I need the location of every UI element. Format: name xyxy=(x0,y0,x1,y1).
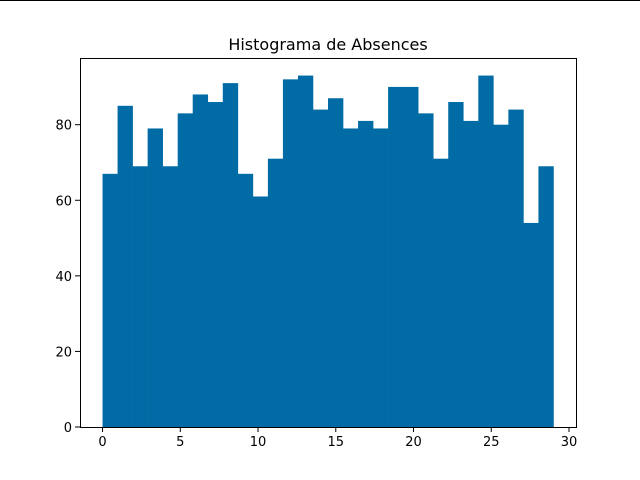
histogram-bar xyxy=(403,86,419,427)
histogram-bar xyxy=(433,158,449,427)
top-border-line xyxy=(0,0,640,1)
histogram-bar xyxy=(448,102,464,427)
y-axis-ticks: 0 20 40 60 80 xyxy=(55,119,80,436)
histogram-bar xyxy=(538,166,554,427)
histogram-bar xyxy=(373,128,389,427)
histogram-bar xyxy=(267,158,284,427)
histogram-bar xyxy=(102,173,118,427)
x-tick-label: 5 xyxy=(176,435,184,450)
y-tick-label: 0 xyxy=(64,421,72,436)
histogram-bar xyxy=(237,173,254,427)
histogram-bar xyxy=(388,86,404,427)
histogram-bar xyxy=(222,83,239,428)
histogram-bar xyxy=(312,109,329,428)
histogram-bar xyxy=(282,79,299,428)
histogram-bar xyxy=(463,120,479,427)
x-axis-ticks: 0 5 10 15 20 25 30 xyxy=(98,427,577,450)
x-tick-label: 20 xyxy=(405,435,422,450)
x-tick-label: 15 xyxy=(328,435,345,450)
x-tick-label: 30 xyxy=(561,435,578,450)
y-tick-label: 80 xyxy=(55,119,72,134)
chart-title: Histograma de Absences xyxy=(228,35,427,54)
x-tick-label: 10 xyxy=(250,435,267,450)
y-tick-label: 60 xyxy=(55,194,72,209)
histogram-bar xyxy=(147,128,163,427)
histogram-bar xyxy=(523,222,539,427)
x-tick-label: 25 xyxy=(483,435,500,450)
histogram-bar xyxy=(132,166,148,427)
y-tick-label: 20 xyxy=(55,345,72,360)
histogram-bar xyxy=(162,166,178,427)
plot-frame xyxy=(80,58,577,428)
histogram-bar xyxy=(343,128,359,427)
histogram-bar xyxy=(207,102,224,427)
histogram-bar xyxy=(297,75,314,428)
histogram-bar xyxy=(252,196,269,427)
y-tick-label: 40 xyxy=(55,270,72,285)
histogram-bar xyxy=(328,98,344,428)
bars-group xyxy=(102,75,554,428)
x-tick-label: 0 xyxy=(98,435,106,450)
histogram-bar xyxy=(493,124,509,427)
histogram-bar xyxy=(508,109,524,428)
histogram-bar xyxy=(117,105,133,427)
histogram-bar xyxy=(418,113,434,428)
histogram-bar xyxy=(358,120,374,427)
histogram-bar xyxy=(192,94,209,427)
histogram-bar xyxy=(478,75,494,428)
histogram-bar xyxy=(177,113,194,428)
